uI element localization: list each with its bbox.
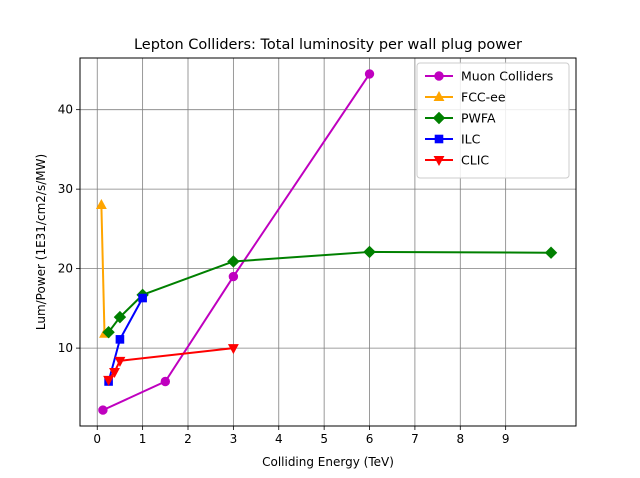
data-point [364, 69, 375, 79]
series-line [107, 347, 234, 381]
series-line [100, 205, 106, 334]
data-point [102, 326, 115, 339]
series-line [107, 250, 552, 333]
y-tick-label: 20 [58, 262, 73, 276]
x-tick-label: 1 [139, 432, 147, 446]
axes: 0 1 2 3 4 5 6 7 8 9 10 20 30 40 [58, 103, 510, 446]
legend-entry: FCC-ee [425, 90, 506, 105]
y-tick-label: 40 [58, 103, 73, 117]
data-point [95, 198, 107, 210]
data-point [103, 375, 115, 386]
legend-entry: PWFA [425, 111, 496, 126]
data-point [227, 344, 239, 355]
legend-marker [433, 90, 445, 101]
legend-label: FCC-ee [461, 90, 506, 105]
data-point [138, 293, 147, 303]
x-tick-label: 2 [184, 432, 192, 446]
x-tick-label: 7 [411, 432, 419, 446]
data-point [227, 255, 240, 268]
legend-label: PWFA [461, 111, 496, 126]
x-axis-label: Colliding Energy (TeV) [262, 455, 394, 469]
x-tick-label: 4 [275, 432, 283, 446]
legend-marker [432, 111, 446, 125]
x-tick-label: 0 [93, 432, 101, 446]
series-2 [102, 245, 558, 339]
y-axis-label: Lum/Power (1E31/cm2/s/MW) [34, 154, 48, 330]
x-tick-label: 6 [366, 432, 374, 446]
legend-marker [433, 156, 445, 167]
legend-entry: ILC [425, 132, 481, 147]
legend-marker [434, 71, 444, 81]
data-point [109, 367, 120, 379]
data-point [363, 245, 376, 259]
plot-area [95, 69, 558, 415]
data-point [544, 246, 558, 259]
legend-label: CLIC [461, 153, 489, 168]
x-tick-label: 9 [502, 432, 510, 446]
data-point [113, 310, 127, 324]
legend-entry: Muon Colliders [425, 69, 553, 84]
y-tick-label: 10 [58, 341, 73, 355]
series-3 [104, 293, 147, 386]
legend-entry: CLIC [425, 153, 489, 168]
data-point [114, 356, 126, 367]
legend-label: ILC [461, 132, 481, 147]
series-4 [103, 344, 239, 386]
data-point [98, 405, 108, 415]
legend-marker [434, 134, 444, 144]
plot-frame [79, 57, 577, 427]
legend-box [416, 62, 570, 179]
x-tick-label: 8 [456, 432, 464, 446]
legend-label: Muon Colliders [461, 69, 553, 84]
x-tick-label: 3 [230, 432, 238, 446]
y-tick-label: 30 [58, 182, 73, 196]
data-point [160, 376, 171, 387]
data-point [228, 271, 239, 282]
legend: Muon Colliders FCC-ee PWFA ILC CLIC [416, 62, 570, 179]
chart-title: Lepton Colliders: Total luminosity per w… [134, 37, 522, 53]
series-0 [98, 69, 375, 415]
data-point [115, 335, 125, 344]
series-line [102, 73, 371, 412]
x-tick-label: 5 [320, 432, 328, 446]
